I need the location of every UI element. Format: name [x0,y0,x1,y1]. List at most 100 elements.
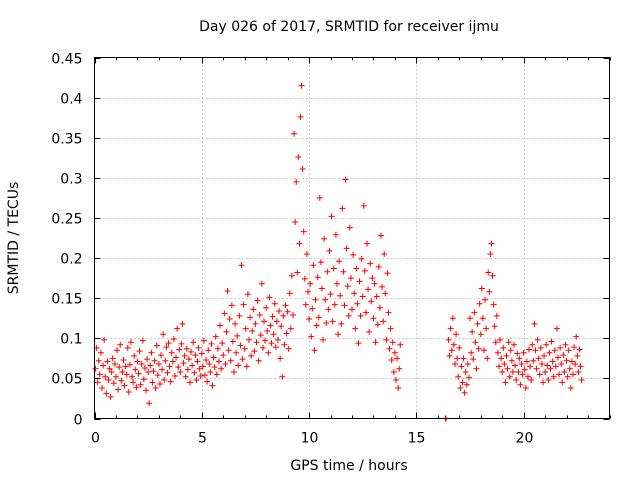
data-point [522,385,529,392]
data-point [287,325,294,332]
data-point [197,372,204,379]
data-point [158,352,165,359]
data-point [459,379,466,386]
data-point [137,381,144,388]
data-point [508,357,515,364]
data-point [573,333,580,340]
data-point [461,389,468,396]
data-point [563,357,570,364]
data-point [180,360,187,367]
data-point [477,331,484,338]
data-point [186,379,193,386]
data-point [535,355,542,362]
data-point [266,294,273,301]
data-point [205,347,212,354]
data-point [281,341,288,348]
data-point [474,320,481,327]
data-point [292,218,299,225]
x-tick-labels: 0 5 10 15 20 [91,431,533,447]
data-point [492,339,499,346]
data-point [251,348,258,355]
data-point [490,301,497,308]
data-point [150,368,157,375]
data-point [152,385,159,392]
data-point [350,251,357,258]
data-point [307,280,314,287]
data-point [171,372,178,379]
data-point [166,363,173,370]
data-point [342,176,349,183]
data-point [222,360,229,367]
data-point [155,360,162,367]
data-point [299,166,306,173]
y-tick-label: 0.35 [51,132,82,148]
data-point [261,318,268,325]
data-point [274,336,281,343]
data-point [165,340,172,347]
data-point [296,240,303,247]
data-point [553,325,560,332]
data-point [233,349,240,356]
data-point [323,320,330,327]
data-point [220,352,227,359]
data-point [130,379,137,386]
data-point [347,275,354,282]
data-point [192,352,199,359]
data-point [519,371,526,378]
plot-frame [94,57,610,419]
data-point [168,349,175,356]
data-point [396,365,403,372]
data-point [124,344,131,351]
data-point [117,341,124,348]
data-point [279,373,286,380]
data-point [352,325,359,332]
data-point [156,381,163,388]
data-point [139,337,146,344]
data-point [212,333,219,340]
data-point [278,323,285,330]
data-point [183,345,190,352]
x-tick-label: 5 [198,431,207,447]
data-point [332,231,339,238]
data-point [367,260,374,267]
data-point [379,283,386,290]
data-point [487,251,494,258]
data-point [527,363,534,370]
data-point [253,339,260,346]
data-point [450,341,457,348]
data-point [114,347,121,354]
data-point [529,341,536,348]
data-point [472,339,479,346]
data-point [95,357,102,364]
data-point [282,302,289,309]
data-point [199,363,206,370]
data-point [311,347,318,354]
data-point [328,213,335,220]
data-point [109,355,116,362]
data-point [129,373,136,380]
data-point [310,262,317,269]
data-point [381,251,388,258]
y-tick-label: 0.4 [60,92,82,108]
data-point [534,336,541,343]
data-point [462,368,469,375]
data-point [536,371,543,378]
data-point [193,376,200,383]
y-tick-label: 0.1 [60,332,82,348]
data-point [479,315,486,322]
data-point [337,292,344,299]
data-point [141,364,148,371]
data-point [505,339,512,346]
data-point [572,360,579,367]
data-point [289,312,296,319]
data-point [149,379,156,386]
data-point [384,270,391,277]
data-point [170,336,177,343]
data-point [214,345,221,352]
data-point [237,342,244,349]
data-point [511,341,518,348]
data-point [354,300,361,307]
data-point [247,314,254,321]
data-point [516,355,523,362]
data-point [217,322,224,329]
